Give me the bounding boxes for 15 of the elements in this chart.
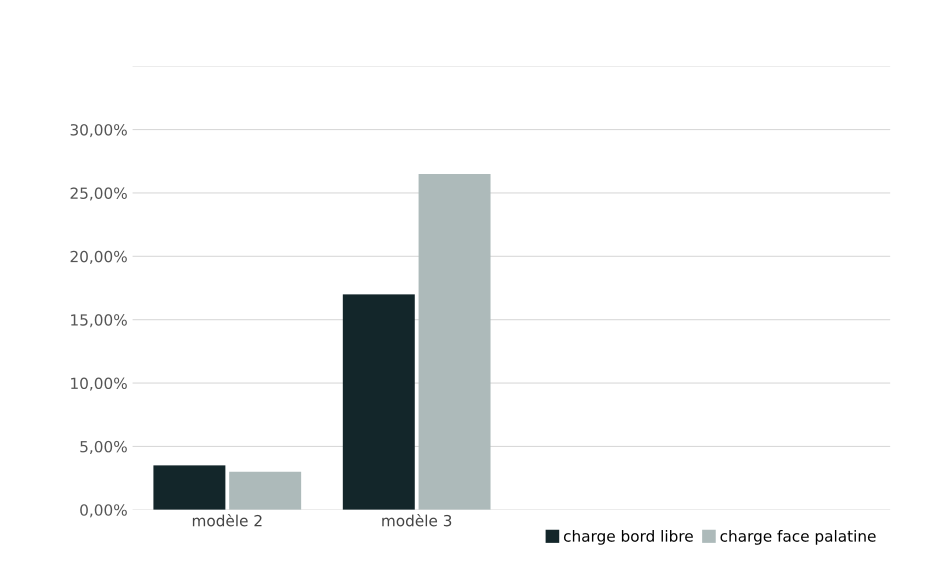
bar [229,472,302,510]
bar [418,174,491,510]
legend-label: charge face palatine [720,530,876,545]
x-tick-label: modèle 2 [192,514,262,526]
y-tick-label: 10,00% [71,378,127,391]
y-tick-label: 25,00% [70,187,127,201]
y-tick-label: 30,00% [70,124,127,138]
bar [342,294,415,510]
y-tick-label: 5,00% [80,440,127,454]
x-tick-label: modèle 3 [382,514,452,526]
bar [153,465,226,510]
y-tick-label: 20,00% [70,250,127,264]
y-tick-label: 0,00% [80,504,127,518]
y-tick-label: 15,00% [71,314,127,328]
legend-label: charge bord libre [564,530,693,545]
